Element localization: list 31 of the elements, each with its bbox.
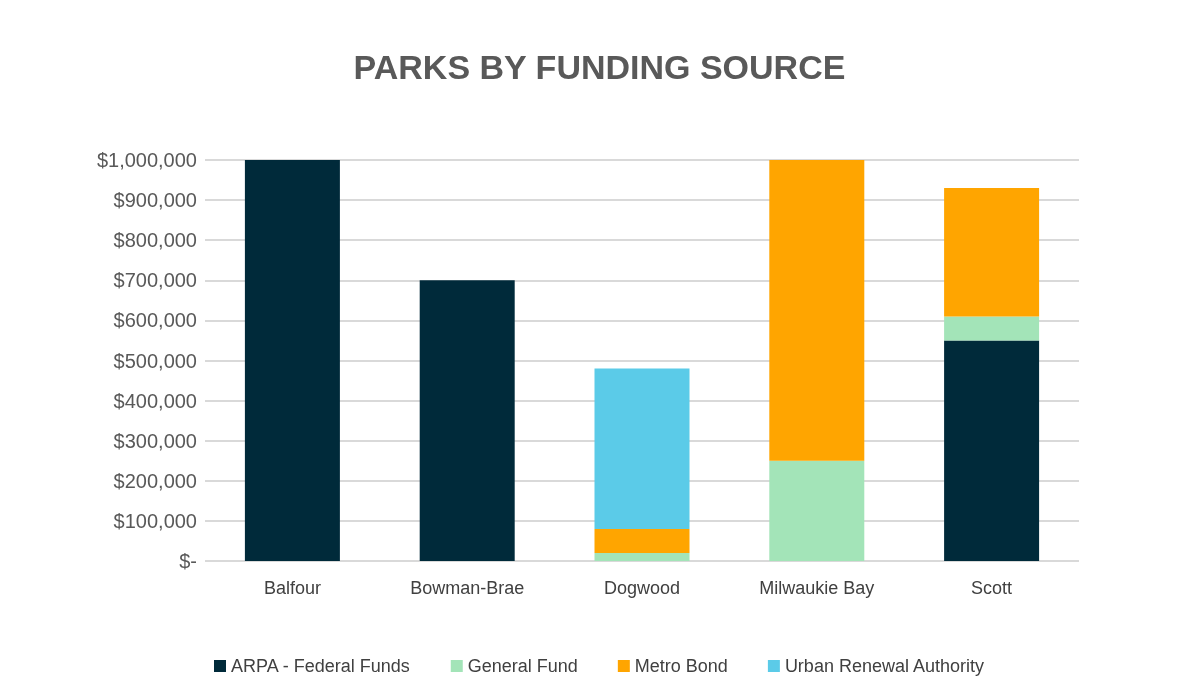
- x-tick-label: Milwaukie Bay: [759, 578, 875, 598]
- legend-label: Urban Renewal Authority: [784, 656, 984, 676]
- x-tick-label: Balfour: [263, 578, 321, 598]
- x-tick-label: Dogwood: [603, 578, 681, 598]
- legend-label: General Fund: [467, 656, 578, 676]
- bar: [944, 188, 1040, 317]
- bar: [769, 160, 865, 461]
- legend-label: Metro Bond: [634, 656, 728, 676]
- y-tick-label: $700,000: [113, 269, 197, 292]
- y-tick-label: $900,000: [113, 189, 197, 212]
- y-tick-label: $600,000: [113, 309, 197, 332]
- bar: [594, 368, 690, 529]
- y-tick-label: $200,000: [113, 469, 197, 492]
- bar: [944, 340, 1040, 561]
- y-tick-label: $500,000: [113, 349, 197, 372]
- bar: [769, 460, 865, 561]
- bar: [419, 280, 515, 561]
- bar: [594, 552, 690, 561]
- y-tick-label: $-: [179, 550, 197, 572]
- chart-title: PARKS BY FUNDING SOURCE: [353, 48, 846, 86]
- legend-label: ARPA - Federal Funds: [231, 656, 410, 676]
- y-tick-label: $300,000: [113, 429, 197, 452]
- y-tick-label: $100,000: [113, 509, 197, 532]
- bar: [594, 528, 690, 553]
- bar: [244, 160, 340, 561]
- y-tick-label: $400,000: [113, 389, 197, 412]
- bar: [944, 316, 1040, 341]
- x-tick-label: Bowman-Brae: [410, 578, 525, 598]
- y-tick-label: $1,000,000: [96, 149, 197, 171]
- y-tick-label: $800,000: [113, 229, 197, 252]
- x-tick-label: Scott: [971, 578, 1013, 598]
